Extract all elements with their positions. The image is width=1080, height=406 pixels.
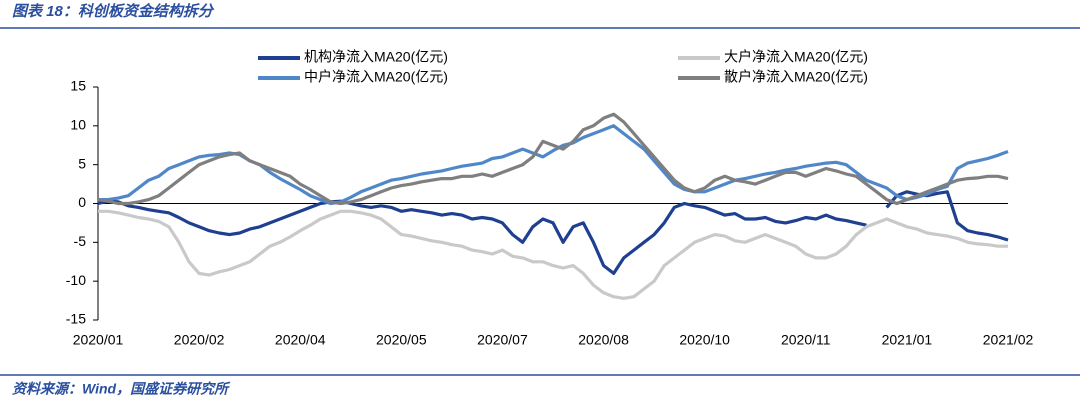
x-tick-label: 2020/07 bbox=[477, 332, 528, 348]
legend-label: 散户净流入MA20(亿元) bbox=[724, 69, 868, 85]
y-tick-label: -10 bbox=[66, 272, 86, 288]
x-tick-label: 2020/05 bbox=[376, 332, 427, 348]
series-line bbox=[885, 190, 1009, 242]
source: 资料来源：Wind，国盛证券研究所 bbox=[12, 381, 231, 397]
chart-title: 图表 18：科创板资金结构拆分 bbox=[12, 2, 215, 20]
x-tick-label: 2020/01 bbox=[73, 332, 124, 348]
legend-label: 中户净流入MA20(亿元) bbox=[304, 69, 448, 85]
x-tick-label: 2020/10 bbox=[679, 332, 730, 348]
x-tick-label: 2020/11 bbox=[781, 332, 831, 348]
y-tick-label: -15 bbox=[66, 311, 86, 327]
series-line bbox=[97, 199, 867, 275]
y-tick-label: 10 bbox=[70, 117, 86, 133]
y-tick-label: 0 bbox=[78, 194, 86, 210]
legend-label: 大户净流入MA20(亿元) bbox=[724, 49, 868, 65]
x-tick-label: 2021/02 bbox=[983, 332, 1034, 348]
y-tick-label: 5 bbox=[78, 155, 86, 171]
x-tick-label: 2020/04 bbox=[275, 332, 326, 348]
series-line bbox=[98, 124, 1009, 206]
legend-label: 机构净流入MA20(亿元) bbox=[304, 49, 448, 65]
series-line bbox=[97, 112, 1009, 206]
y-tick-label: 15 bbox=[70, 78, 86, 94]
x-tick-label: 2021/01 bbox=[882, 332, 933, 348]
x-tick-label: 2020/08 bbox=[578, 332, 629, 348]
y-tick-label: -5 bbox=[74, 233, 87, 249]
x-tick-label: 2020/02 bbox=[174, 332, 225, 348]
series-line bbox=[98, 209, 1008, 300]
